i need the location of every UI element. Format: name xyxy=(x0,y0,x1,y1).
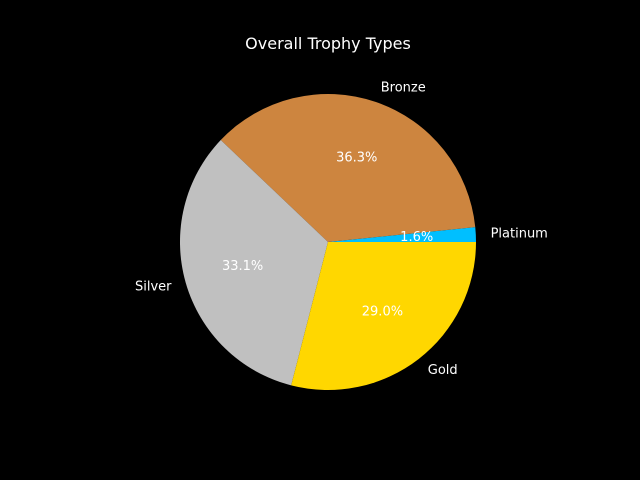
slice-percent-gold: 29.0% xyxy=(362,305,403,320)
slice-label-gold: Gold xyxy=(428,363,458,378)
chart-title: Overall Trophy Types xyxy=(245,34,411,53)
pie-slice-gold xyxy=(291,242,476,391)
pie-slice-silver xyxy=(179,140,328,386)
slice-label-platinum: Platinum xyxy=(491,226,548,241)
pie-slices xyxy=(179,94,476,391)
slice-label-silver: Silver xyxy=(135,279,172,294)
slice-label-bronze: Bronze xyxy=(381,80,426,95)
pie-slice-platinum xyxy=(328,227,476,242)
slice-percent-bronze: 36.3% xyxy=(336,150,377,165)
slice-percent-silver: 33.1% xyxy=(222,259,263,274)
pie-slice-bronze xyxy=(220,94,476,242)
slice-percent-platinum: 1.6% xyxy=(400,230,433,245)
pie-labels: Platinum 1.6% Bronze 36.3% Silver 33.1% Gold 29… xyxy=(135,80,548,378)
